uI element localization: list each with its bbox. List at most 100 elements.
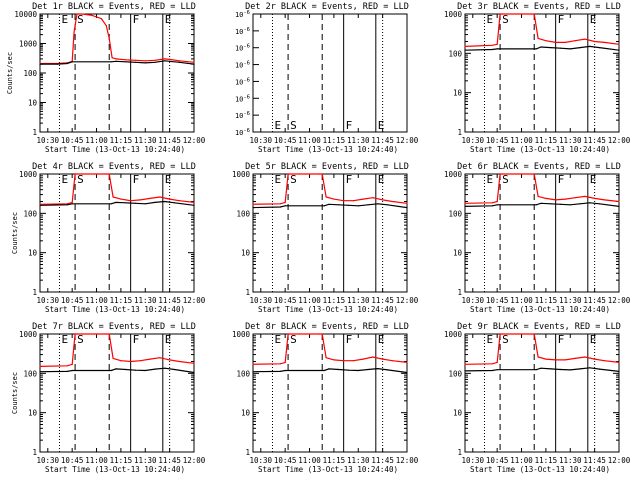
data-point <box>111 57 113 59</box>
event-letter: E <box>165 13 172 26</box>
data-point <box>603 360 606 362</box>
data-point <box>545 358 547 360</box>
chart-panel: Det 6r BLACK = Events, RED = LLD 10:30 10:… <box>444 162 631 314</box>
data-point <box>391 200 393 203</box>
data-point <box>584 356 586 358</box>
data-point <box>589 202 591 204</box>
y-tick-label: 1000 <box>444 10 463 19</box>
y-tick-label: 1 <box>245 448 250 457</box>
data-point <box>579 203 581 205</box>
data-point <box>318 333 320 335</box>
data-point <box>76 333 78 335</box>
data-point <box>287 173 289 175</box>
x-axis-label: Start Time (13-Oct-13 10:24:40) <box>258 145 398 154</box>
data-point <box>618 49 620 51</box>
event-letter: S <box>77 333 84 346</box>
y-tick-label: 100 <box>448 369 462 378</box>
x-tick-label: 11:00 <box>298 136 321 145</box>
data-point <box>76 13 78 15</box>
event-letter: E <box>274 173 281 186</box>
y-tick-label: 1000 <box>232 330 251 339</box>
data-point <box>540 367 542 369</box>
data-point <box>130 200 132 202</box>
data-point <box>550 203 552 205</box>
data-point <box>382 358 384 360</box>
y-tick-label: 1 <box>32 448 37 457</box>
event-letter: E <box>378 173 385 186</box>
data-point <box>66 62 68 65</box>
data-point <box>499 13 501 15</box>
data-point <box>173 202 176 204</box>
y-tick-label: 10-6 <box>235 10 250 19</box>
data-point <box>589 45 591 48</box>
data-point <box>555 359 557 361</box>
event-letter: F <box>346 173 353 186</box>
data-point <box>491 363 493 365</box>
x-tick-label: 10:45 <box>486 136 509 145</box>
x-tick-label: 11:30 <box>559 136 582 145</box>
plot-frame <box>252 333 408 453</box>
data-point <box>284 205 286 207</box>
x-tick-label: 11:30 <box>347 136 370 145</box>
event-letter: E <box>61 13 68 26</box>
event-letter: F <box>558 173 565 186</box>
plot-frame <box>464 173 620 293</box>
y-tick-label: 10 <box>241 409 251 418</box>
data-point <box>323 205 325 207</box>
data-point <box>343 200 345 202</box>
x-tick-label: 11:45 <box>371 136 394 145</box>
data-point <box>496 361 498 363</box>
event-letter: E <box>590 173 597 186</box>
data-point <box>496 204 498 206</box>
data-point <box>569 204 571 206</box>
data-point <box>134 61 137 63</box>
x-axis-label: Start Time (13-Oct-13 10:24:40) <box>470 465 610 474</box>
data-point <box>362 358 364 360</box>
event-letter: F <box>346 119 353 132</box>
data-point <box>279 363 281 365</box>
data-point <box>406 361 408 363</box>
chart-panel: Det 2r BLACK = Events, RED = LLD 10:30 10:… <box>235 2 419 154</box>
data-point <box>74 333 76 335</box>
data-point <box>178 360 180 363</box>
data-point <box>252 207 254 209</box>
data-point <box>159 196 161 198</box>
events-series-line <box>39 200 195 206</box>
data-point <box>598 203 601 205</box>
x-tick-label: 11:45 <box>583 136 606 145</box>
data-point <box>464 205 466 207</box>
lld-series-line <box>464 13 620 47</box>
y-tick-label: 10 <box>453 89 463 98</box>
data-point <box>108 173 110 175</box>
x-tick-label: 12:00 <box>183 456 206 465</box>
lld-series-line <box>39 333 195 367</box>
chart-title: Det 2r BLACK = Events, RED = LLD <box>245 2 409 12</box>
y-tick-label: 10 <box>453 409 463 418</box>
y-tick-label: 1 <box>457 288 462 297</box>
data-point <box>367 368 369 371</box>
data-point <box>501 173 503 175</box>
data-point <box>66 365 68 367</box>
data-point <box>81 13 83 15</box>
data-point <box>284 369 286 372</box>
data-point <box>159 357 161 359</box>
x-tick-label: 11:45 <box>583 456 606 465</box>
y-tick-label: 1 <box>457 448 462 457</box>
data-point <box>569 369 571 371</box>
data-point <box>279 206 281 208</box>
data-point <box>164 60 166 62</box>
y-axis-label: Counts/sec <box>11 212 19 254</box>
x-tick-label: 10:45 <box>61 136 84 145</box>
x-tick-label: 12:00 <box>183 296 206 305</box>
data-point <box>110 203 112 205</box>
data-point <box>333 198 335 200</box>
lld-series-line <box>252 333 408 365</box>
chart-title: Det 8r BLACK = Events, RED = LLD <box>245 322 409 332</box>
data-point <box>144 203 146 205</box>
data-point <box>406 202 408 204</box>
data-point <box>154 201 156 203</box>
chart-panel: Det 4r BLACK = Events, RED = LLD 10:30 10:… <box>11 162 206 314</box>
data-point <box>71 363 73 365</box>
data-point <box>130 360 132 363</box>
events-series-line <box>464 367 620 372</box>
